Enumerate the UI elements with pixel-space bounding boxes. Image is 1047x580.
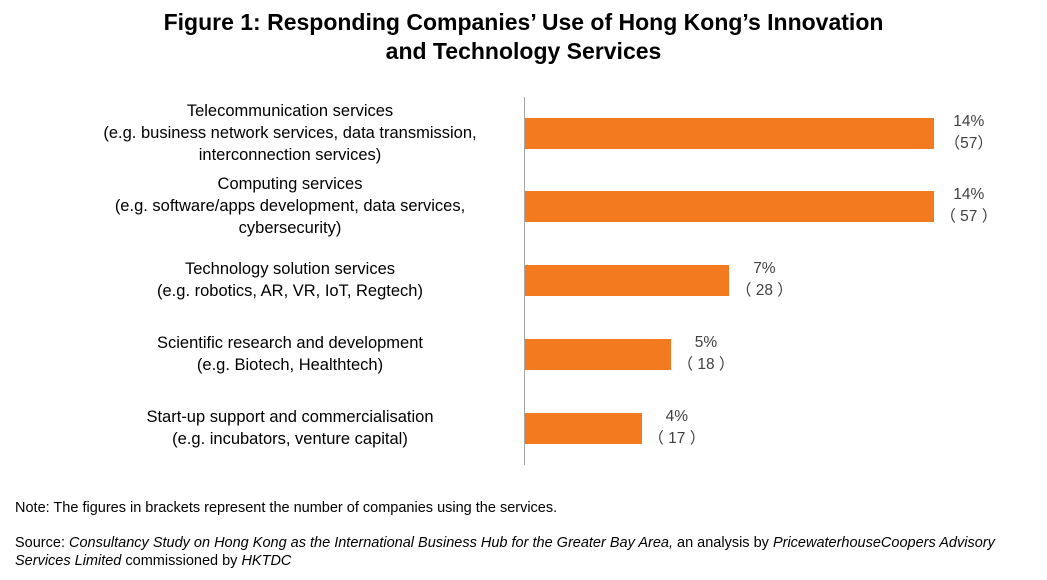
- category-label-line: Technology solution services: [184, 260, 396, 278]
- data-label: 14% （57）: [929, 111, 1009, 155]
- category-label-line: (e.g. software/apps development, data se…: [114, 197, 466, 215]
- category-label-line: Scientific research and development: [157, 334, 423, 352]
- count-label: （ 57 ）: [940, 208, 998, 225]
- data-label: 4% （ 17 ）: [637, 406, 717, 450]
- category-label-line: interconnection services): [198, 146, 382, 164]
- count-label: （ 28 ）: [735, 282, 793, 299]
- bar: [525, 190, 934, 222]
- count-label: （ 17 ）: [648, 430, 706, 447]
- category-label-line: Telecommunication services: [186, 102, 394, 120]
- bar: [525, 412, 642, 444]
- chart-title-line-1: Figure 1: Responding Companies’ Use of H…: [163, 9, 884, 35]
- source-client-name: HKTDC: [241, 553, 292, 569]
- data-label: 5% （ 18 ）: [666, 332, 746, 376]
- category-label: Computing services (e.g. software/apps de…: [40, 173, 540, 239]
- data-label: 14% （ 57 ）: [929, 184, 1009, 228]
- source-prefix: Source:: [15, 535, 69, 551]
- category-label: Scientific research and development (e.g.…: [40, 332, 540, 376]
- category-label: Start-up support and commercialisation (e…: [40, 406, 540, 450]
- chart-source: Source: Consultancy Study on Hong Kong a…: [15, 534, 1040, 570]
- source-firm-name: PricewaterhouseCoopers Advisory Services…: [15, 535, 995, 569]
- category-label-line: Computing services: [217, 175, 363, 193]
- category-label-line: (e.g. Biotech, Healthtech): [196, 356, 384, 374]
- category-label-line: (e.g. incubators, venture capital): [172, 430, 408, 448]
- bar: [525, 117, 934, 149]
- value-label: 7%: [753, 260, 776, 277]
- category-label-line: (e.g. business network services, data tr…: [103, 124, 477, 142]
- value-label: 14%: [953, 113, 985, 130]
- source-mid-text: an analysis by: [672, 535, 773, 551]
- value-label: 5%: [694, 334, 718, 351]
- category-label-line: Start-up support and commercialisation: [146, 408, 434, 426]
- bar: [525, 338, 671, 370]
- value-label: 14%: [953, 186, 985, 203]
- count-label: （ 18 ）: [677, 356, 735, 373]
- category-label-line: cybersecurity): [238, 219, 342, 237]
- bar: [525, 264, 730, 296]
- category-label: Telecommunication services (e.g. business…: [40, 100, 540, 166]
- source-study-title: Consultancy Study on Hong Kong as the In…: [69, 535, 673, 551]
- category-label: Technology solution services (e.g. roboti…: [40, 258, 540, 302]
- source-mid-text-2: commissioned by: [121, 553, 242, 569]
- category-axis-line: [524, 97, 525, 465]
- data-label: 7% （ 28 ）: [724, 258, 804, 302]
- chart-title-line-2: and Technology Services: [385, 38, 662, 64]
- category-label-line: (e.g. robotics, AR, VR, IoT, Regtech): [157, 282, 423, 300]
- chart-title: Figure 1: Responding Companies’ Use of H…: [0, 8, 1047, 66]
- chart-note: Note: The figures in brackets represent …: [15, 500, 558, 516]
- count-label: （57）: [944, 135, 993, 152]
- value-label: 4%: [665, 408, 688, 425]
